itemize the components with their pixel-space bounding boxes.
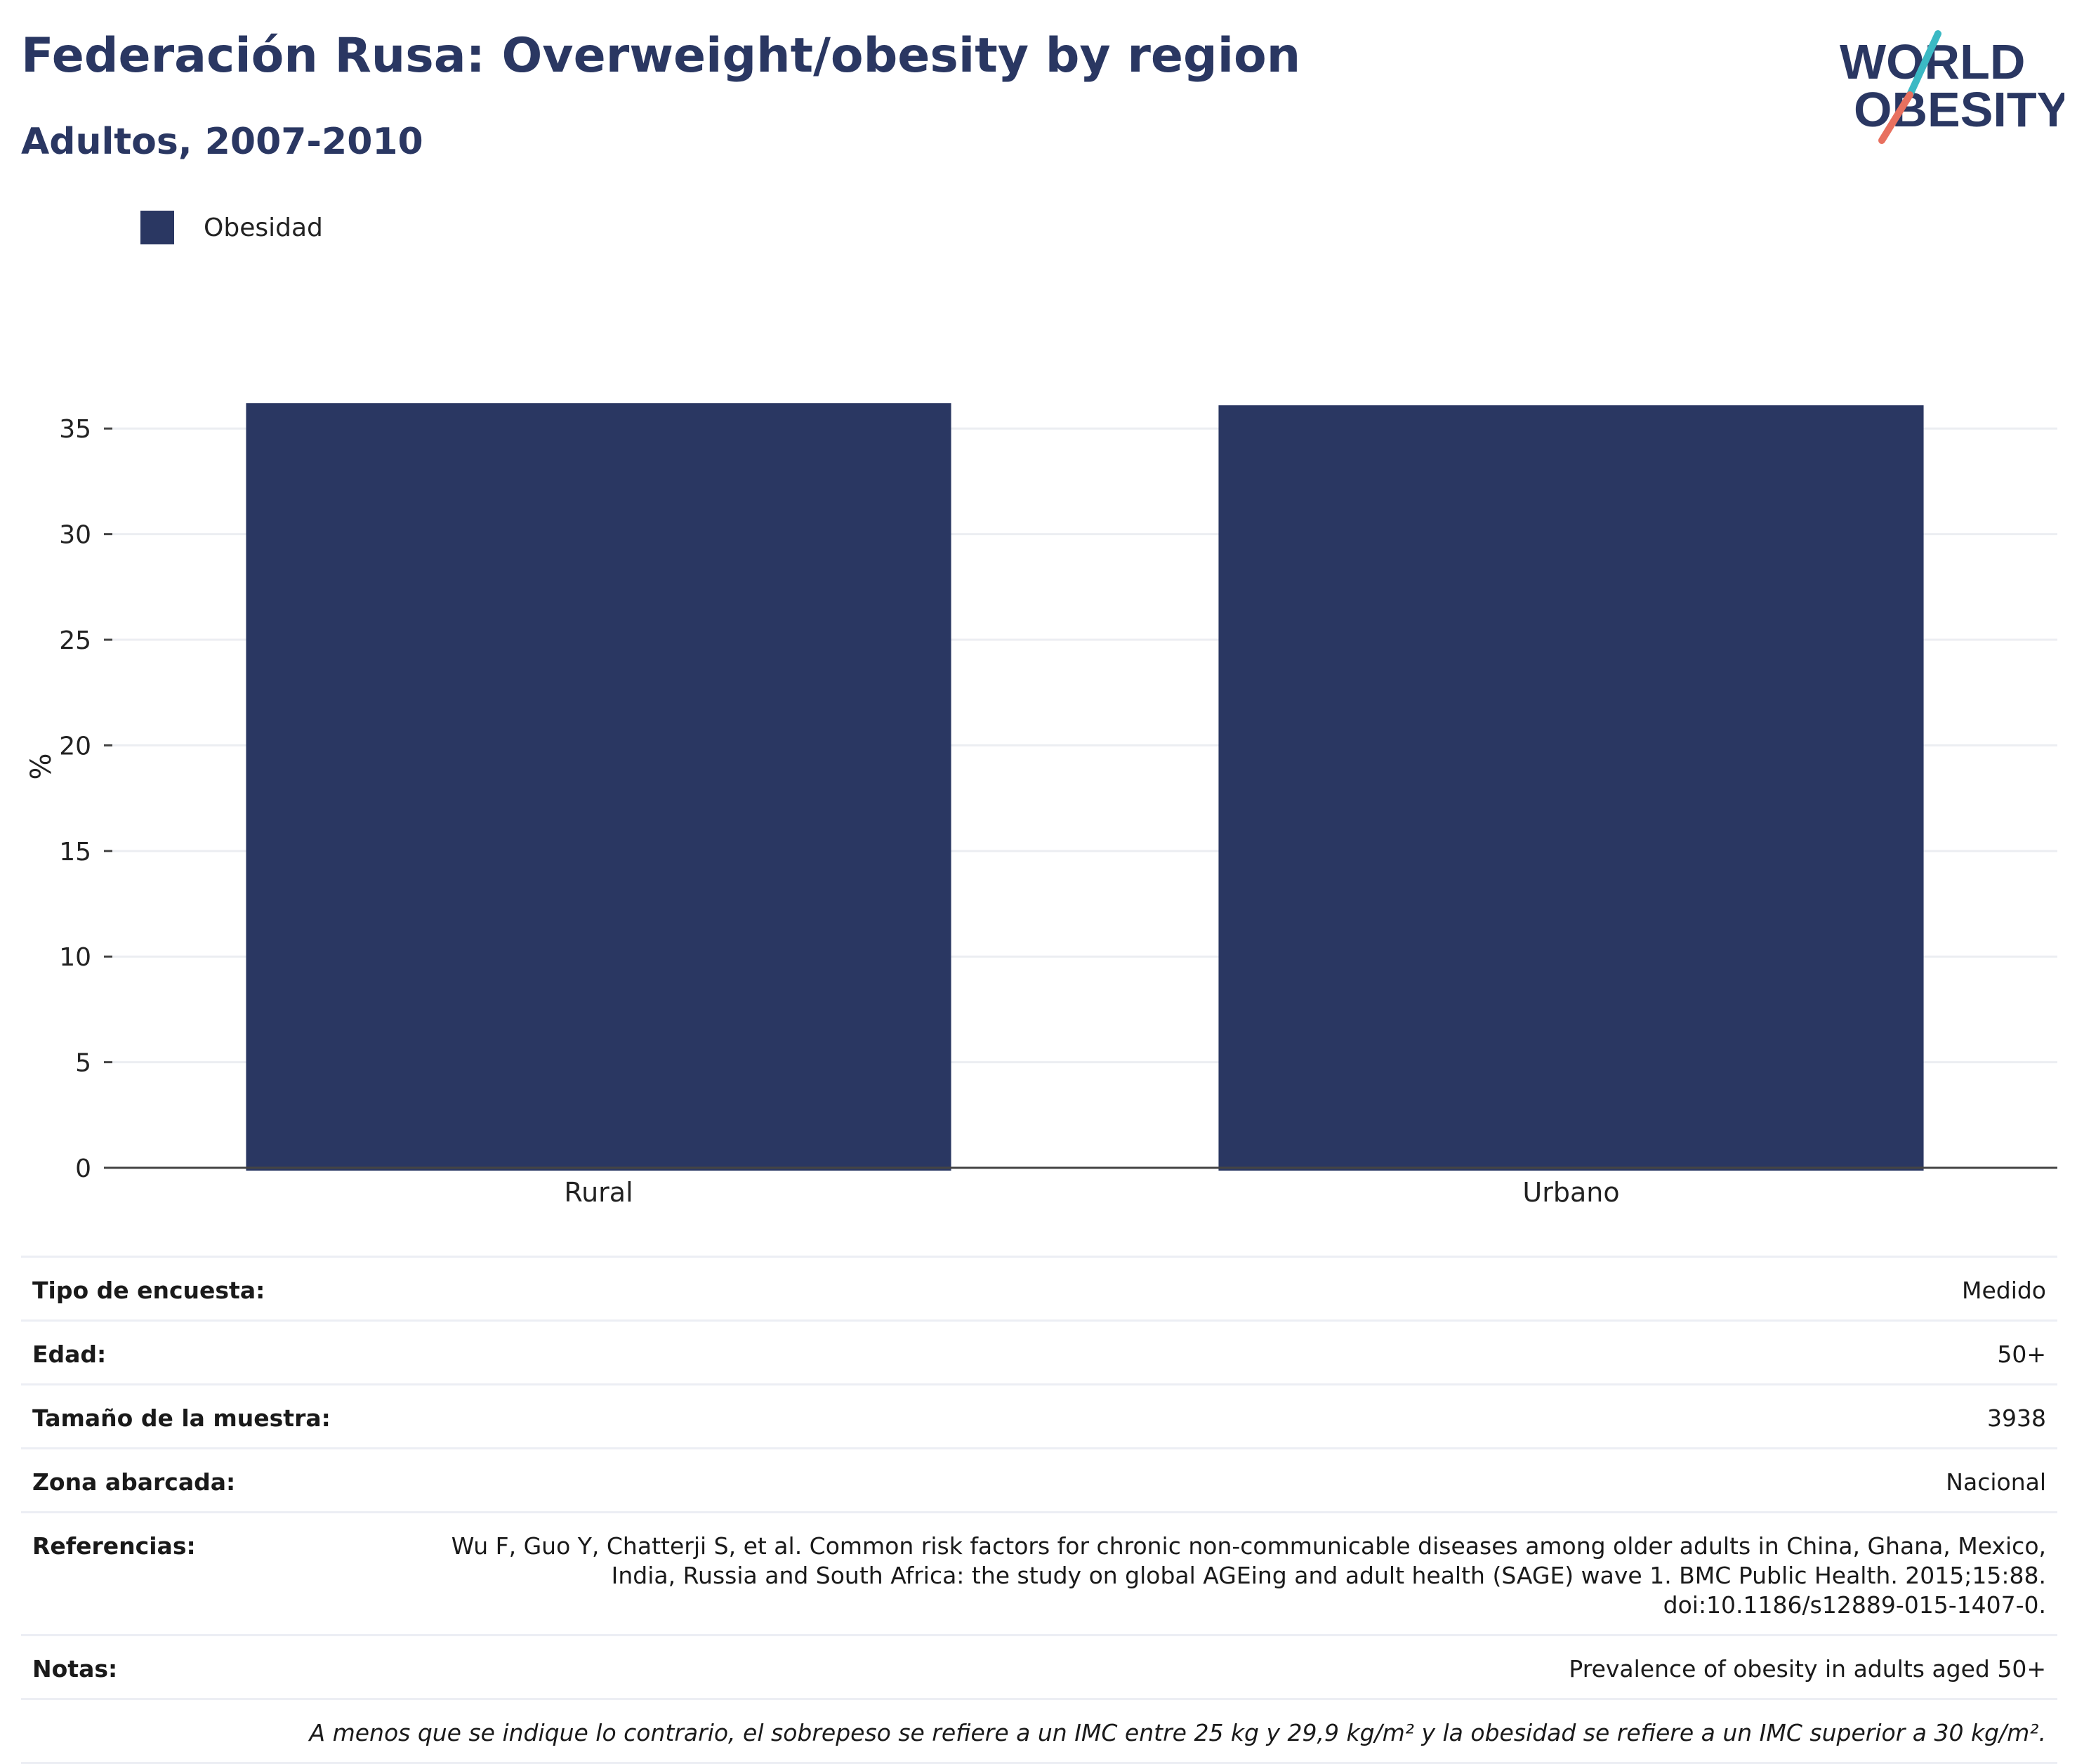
- survey-info-table: Tipo de encuesta: Medido Edad: 50+ Tamañ…: [21, 1256, 2057, 1764]
- meta-row-survey-type: Tipo de encuesta: Medido: [21, 1256, 2057, 1319]
- world-obesity-logo: WORLD OBESITY: [1840, 30, 2064, 144]
- x-tick-label: Rural: [564, 1177, 633, 1208]
- meta-value: Medido: [1961, 1277, 2046, 1304]
- y-tick-label: 20: [59, 732, 91, 761]
- meta-row-age: Edad: 50+: [21, 1319, 2057, 1383]
- y-tick-label: 0: [75, 1154, 91, 1183]
- meta-row-notes: Notas: Prevalence of obesity in adults a…: [21, 1634, 2057, 1698]
- x-tick-label: Urbano: [1522, 1177, 1619, 1208]
- logo-slash-teal: [1906, 30, 1941, 98]
- meta-key: Edad:: [32, 1341, 107, 1368]
- chart-title: Federación Rusa: Overweight/obesity by r…: [21, 28, 1301, 84]
- meta-value: Nacional: [1946, 1468, 2046, 1496]
- meta-row-area: Zona abarcada: Nacional: [21, 1447, 2057, 1511]
- y-tick-label: 10: [59, 943, 91, 972]
- y-tick-label: 30: [59, 521, 91, 550]
- bmi-footnote: A menos que se indique lo contrario, el …: [21, 1698, 2057, 1764]
- meta-key: Tamaño de la muestra:: [32, 1404, 331, 1432]
- y-tick-label: 5: [75, 1049, 91, 1078]
- meta-key: Notas:: [32, 1655, 118, 1683]
- chart-legend: Obesidad: [140, 211, 323, 244]
- meta-key: Tipo de encuesta:: [32, 1277, 265, 1304]
- y-axis-title: %: [25, 753, 58, 779]
- logo-slash-coral: [1878, 91, 1913, 144]
- chart-subtitle: Adultos, 2007-2010: [21, 121, 423, 163]
- meta-row-references: Referencias: Wu F, Guo Y, Chatterji S, e…: [21, 1511, 2057, 1634]
- bar-urbano: [1218, 405, 1924, 1171]
- legend-swatch-obesidad: [140, 211, 174, 244]
- legend-label-obesidad: Obesidad: [204, 213, 323, 242]
- meta-value: Wu F, Guo Y, Chatterji S, et al. Common …: [451, 1532, 2046, 1619]
- meta-value: 50+: [1997, 1341, 2046, 1368]
- meta-value: 3938: [1987, 1404, 2046, 1432]
- y-tick-label: 35: [59, 415, 91, 444]
- bar-chart: 0 5 10 15 20 25 30 35% Rural Urbano: [25, 403, 2057, 1208]
- meta-value: Prevalence of obesity in adults aged 50+: [1569, 1655, 2046, 1683]
- meta-key: Referencias:: [32, 1532, 196, 1560]
- meta-key: Zona abarcada:: [32, 1468, 236, 1496]
- meta-row-sample-size: Tamaño de la muestra: 3938: [21, 1383, 2057, 1447]
- y-tick-label: 15: [59, 838, 91, 867]
- bar-rural: [246, 403, 951, 1171]
- y-tick-label: 25: [59, 626, 91, 655]
